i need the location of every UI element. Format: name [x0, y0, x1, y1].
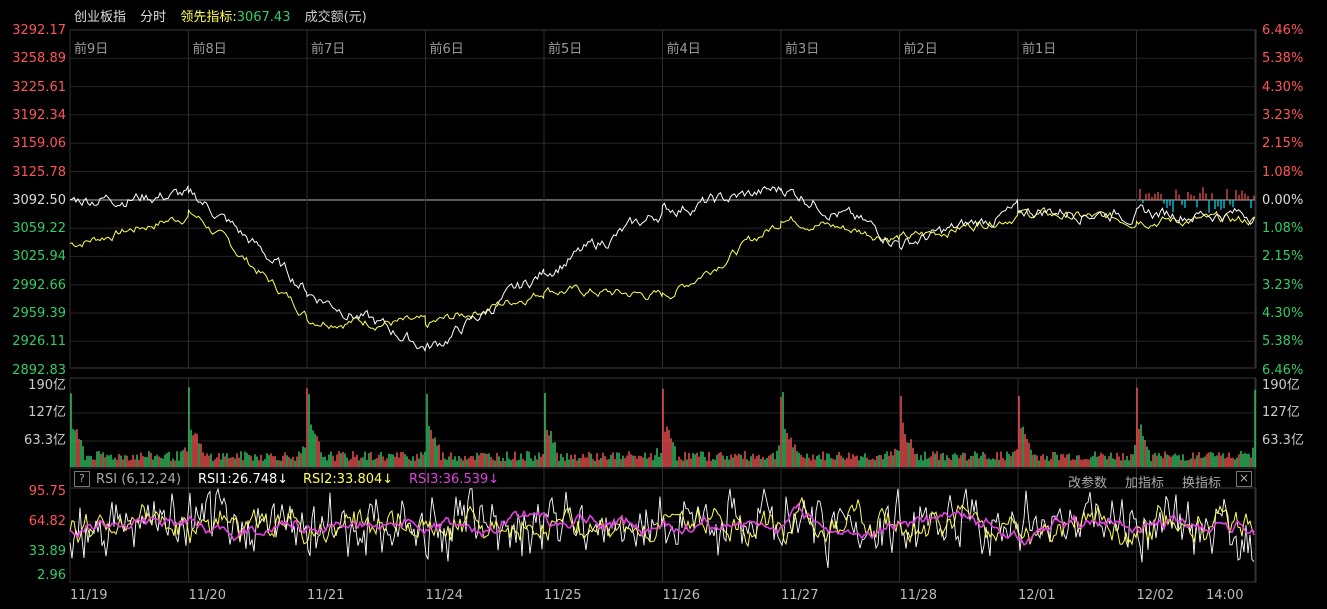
volume-axis-right-top: 190亿 [1262, 378, 1300, 393]
percent-tick-right: 5.38% [1262, 51, 1304, 67]
price-tick-left: 3125.78 [12, 164, 66, 180]
date-label: 11/20 [188, 588, 226, 603]
percent-tick-right: 4.30% [1262, 79, 1304, 95]
price-tick-left: 3225.61 [12, 79, 66, 95]
date-label: 12/02 [1136, 588, 1174, 603]
price-tick-left: 3192.34 [12, 107, 66, 123]
rsi3-line [69, 502, 1255, 547]
date-label: 11/26 [662, 588, 700, 603]
date-label: 11/19 [70, 588, 108, 603]
mode-label[interactable]: 分时 [140, 10, 167, 25]
help-button[interactable]: ? [74, 471, 90, 487]
chart-header: 创业板指 分时 领先指标:3067.43 成交额(元) [74, 6, 377, 25]
percent-tick-right: 1.08% [1262, 164, 1304, 180]
volume-axis-right-mid: 127亿 [1262, 405, 1300, 420]
lead-label: 领先指标: [180, 10, 237, 25]
volume-axis-low: 63.3亿 [24, 433, 66, 448]
day-label: 前7日 [311, 42, 346, 57]
add-indicator-button[interactable]: 加指标 [1125, 476, 1165, 491]
date-label: 11/28 [899, 588, 937, 603]
close-icon[interactable]: × [1236, 471, 1252, 487]
volume-axis-right-low: 63.3亿 [1262, 433, 1304, 448]
volume-axis-mid: 127亿 [28, 405, 66, 420]
switch-indicator-button[interactable]: 换指标 [1182, 476, 1222, 491]
lead-value: 3067.43 [236, 10, 291, 25]
rsi1-value: RSI1:26.748↓ [198, 472, 289, 487]
rsi3-value: RSI3:36.539↓ [409, 472, 500, 487]
price-tick-left: 3092.50 [12, 192, 66, 208]
price-line [69, 184, 1255, 353]
price-tick-left: 2926.11 [12, 334, 66, 350]
rsi2-value: RSI2:33.804↓ [303, 472, 394, 487]
price-tick-left: 2959.39 [12, 306, 66, 321]
percent-tick-right: 2.15% [1262, 136, 1304, 152]
date-label: 11/25 [544, 588, 582, 603]
percent-tick-right: 0.00% [1262, 192, 1304, 208]
percent-tick-right: 2.15% [1262, 249, 1304, 265]
price-tick-left: 3159.06 [12, 136, 66, 152]
rsi2-line [69, 496, 1255, 548]
date-label: 12/01 [1018, 588, 1056, 603]
day-label: 前9日 [74, 42, 109, 57]
date-label: 11/21 [307, 588, 345, 603]
rsi-toolbar: ? RSI (6,12,24) RSI1:26.748↓ RSI2:33.804… [70, 471, 1256, 491]
rsi-name[interactable]: RSI (6,12,24) [96, 472, 182, 487]
rsi-axis-top: 95.75 [28, 484, 66, 499]
day-label: 前6日 [429, 42, 464, 57]
percent-tick-right: 1.08% [1262, 221, 1304, 237]
date-label: 11/27 [781, 588, 819, 603]
date-label: 11/24 [425, 588, 463, 603]
price-tick-left: 2892.83 [12, 362, 66, 378]
percent-tick-right: 5.38% [1262, 334, 1304, 350]
index-name[interactable]: 创业板指 [74, 10, 127, 25]
percent-tick-right: 6.46% [1262, 362, 1304, 378]
rsi-axis-bottom: 2.96 [37, 568, 66, 583]
percent-tick-right: 6.46% [1262, 23, 1304, 38]
volume-label: 成交额(元) [304, 10, 367, 25]
lead-indicator: 领先指标:3067.43 [180, 10, 290, 25]
price-tick-left: 3025.94 [12, 249, 66, 265]
price-tick-left: 3292.17 [12, 23, 66, 38]
price-tick-left: 3258.89 [12, 51, 66, 67]
day-label: 前5日 [548, 42, 583, 57]
day-label: 前1日 [1022, 42, 1057, 57]
day-label: 前8日 [192, 42, 227, 57]
volume-axis-top: 190亿 [28, 378, 66, 393]
price-tick-left: 3059.22 [12, 221, 66, 237]
percent-tick-right: 3.23% [1262, 277, 1304, 293]
percent-tick-right: 3.23% [1262, 107, 1304, 123]
price-tick-left: 2992.66 [12, 277, 66, 293]
change-params-button[interactable]: 改参数 [1068, 476, 1108, 491]
rsi-axis-lower: 33.89 [28, 544, 66, 559]
day-label: 前2日 [903, 42, 938, 57]
lead-indicator-line [69, 207, 1255, 331]
percent-tick-right: 4.30% [1262, 306, 1304, 321]
day-label: 前3日 [785, 42, 820, 57]
date-label: 14:00 [1206, 588, 1244, 603]
day-label: 前4日 [666, 42, 701, 57]
rsi-axis-upper: 64.82 [28, 514, 66, 529]
